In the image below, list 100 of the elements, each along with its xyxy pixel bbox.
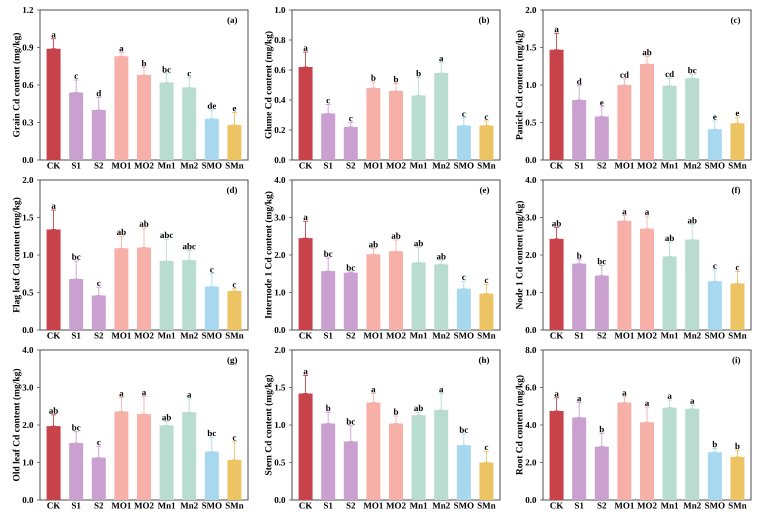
x-tick-label: Mn1	[158, 332, 176, 338]
annotation: ab	[552, 220, 561, 226]
y-tick-label: 2.0	[274, 346, 286, 354]
bar	[344, 272, 358, 330]
x-tick-label: Mn2	[180, 502, 198, 508]
annotation: c	[713, 264, 717, 269]
x-tick-label: MO1	[614, 502, 634, 509]
annotation: a	[622, 391, 626, 396]
x-tick-label: SMn	[478, 162, 496, 169]
annotation: ab	[140, 220, 148, 227]
x-tick-label: MO1	[364, 332, 383, 339]
annotation: a	[645, 402, 650, 406]
x-tick-label: SMn	[728, 162, 747, 169]
annotation: (e)	[480, 186, 490, 195]
annotation: (b)	[478, 16, 490, 25]
x-tick-label: MO1	[614, 162, 634, 169]
bar	[160, 425, 174, 500]
y-axis-title: Flag leaf Cd content (mg/kg)	[12, 198, 22, 313]
x-tick-label: S2	[346, 332, 356, 339]
y-tick-label: 0.5	[22, 289, 34, 296]
annotation: b	[142, 60, 146, 66]
bar	[572, 264, 586, 330]
x-tick-label: S1	[574, 332, 584, 339]
x-tick-label: Mn1	[660, 332, 678, 338]
x-tick-label: S2	[598, 332, 606, 339]
annotation: a	[645, 210, 650, 215]
x-tick-label: Mn1	[410, 162, 428, 168]
annotation: (h)	[478, 356, 490, 365]
y-axis-title: Root Cd content (mg/kg)	[516, 375, 524, 475]
annotation: cd	[620, 71, 629, 78]
x-tick-label: SMO	[705, 502, 725, 509]
x-tick-label: S2	[346, 502, 356, 509]
y-tick-label: 1.0	[274, 6, 286, 14]
x-tick-label: Mn2	[432, 162, 450, 168]
annotation: a	[622, 210, 626, 214]
annotation: c	[484, 115, 488, 120]
y-axis-title: Glume Cd content (mg/kg)	[264, 31, 274, 139]
x-tick-label: S2	[598, 502, 606, 509]
x-tick-label: S1	[574, 162, 584, 169]
annotation: bc	[72, 424, 80, 431]
x-tick-label: SMn	[226, 332, 244, 339]
y-tick-label: 0.3	[22, 119, 34, 126]
annotation: a	[187, 393, 192, 398]
annotation: d	[96, 90, 102, 96]
bar	[685, 408, 700, 500]
x-tick-label: CK	[299, 162, 312, 169]
x-tick-label: S1	[324, 502, 332, 509]
x-tick-label: MO2	[637, 502, 657, 509]
x-tick-label: S2	[94, 162, 104, 169]
annotation: b	[394, 76, 398, 82]
x-tick-label: S1	[72, 332, 80, 339]
annotation: bc	[346, 264, 356, 271]
x-tick-label: SMO	[202, 332, 222, 339]
annotation: a	[142, 391, 146, 396]
x-tick-label: S2	[346, 162, 356, 169]
annotation: de	[208, 102, 216, 109]
x-tick-label: SMO	[454, 162, 474, 169]
y-tick-label: 0.0	[274, 496, 286, 504]
annotation: e	[713, 115, 717, 120]
x-tick-label: S1	[324, 332, 332, 339]
annotation: ab	[436, 253, 446, 260]
x-tick-label: MO1	[614, 332, 634, 339]
x-tick-label: Mn2	[432, 502, 450, 508]
y-tick-label: 0.8	[274, 36, 286, 44]
y-tick-label: 2.0	[22, 176, 34, 184]
annotation: b	[712, 440, 717, 448]
y-tick-label: 1.2	[22, 6, 34, 14]
x-tick-label: CK	[550, 502, 564, 509]
y-tick-label: 0.0	[526, 496, 536, 504]
x-tick-label: S1	[72, 162, 80, 169]
x-tick-label: MO1	[364, 502, 383, 509]
annotation: ab	[688, 217, 697, 224]
x-tick-label: SMn	[728, 332, 747, 339]
y-tick-label: 0.0	[22, 156, 34, 164]
x-tick-label: MO1	[112, 502, 131, 509]
bar	[412, 415, 426, 500]
y-tick-label: 1.0	[526, 289, 536, 296]
x-tick-label: MO2	[134, 162, 154, 169]
annotation: b	[394, 408, 398, 415]
annotation: a	[554, 28, 559, 32]
y-tick-label: 2.0	[526, 459, 536, 466]
bar	[685, 78, 700, 160]
y-tick-label: 0.5	[526, 119, 536, 126]
x-tick-label: Mn2	[432, 332, 450, 338]
annotation: c	[97, 440, 101, 446]
bar	[479, 125, 494, 160]
x-tick-label: CK	[47, 332, 60, 339]
annotation: c	[462, 112, 466, 117]
y-tick-label: 1.0	[274, 422, 286, 428]
annotation: ab	[665, 234, 674, 242]
y-tick-label: 4.0	[274, 176, 286, 184]
y-tick-label: 4.0	[525, 422, 536, 428]
y-axis-title: Internode 1 Cd content (mg/kg)	[264, 192, 274, 319]
annotation: e	[600, 101, 604, 106]
x-tick-label: SMO	[202, 502, 222, 509]
annotation: (g)	[227, 356, 238, 365]
annotation: a	[577, 397, 582, 402]
y-tick-label: 1.0	[22, 459, 34, 466]
y-tick-label: 0.0	[22, 326, 34, 334]
x-tick-label: Mn1	[410, 332, 428, 338]
